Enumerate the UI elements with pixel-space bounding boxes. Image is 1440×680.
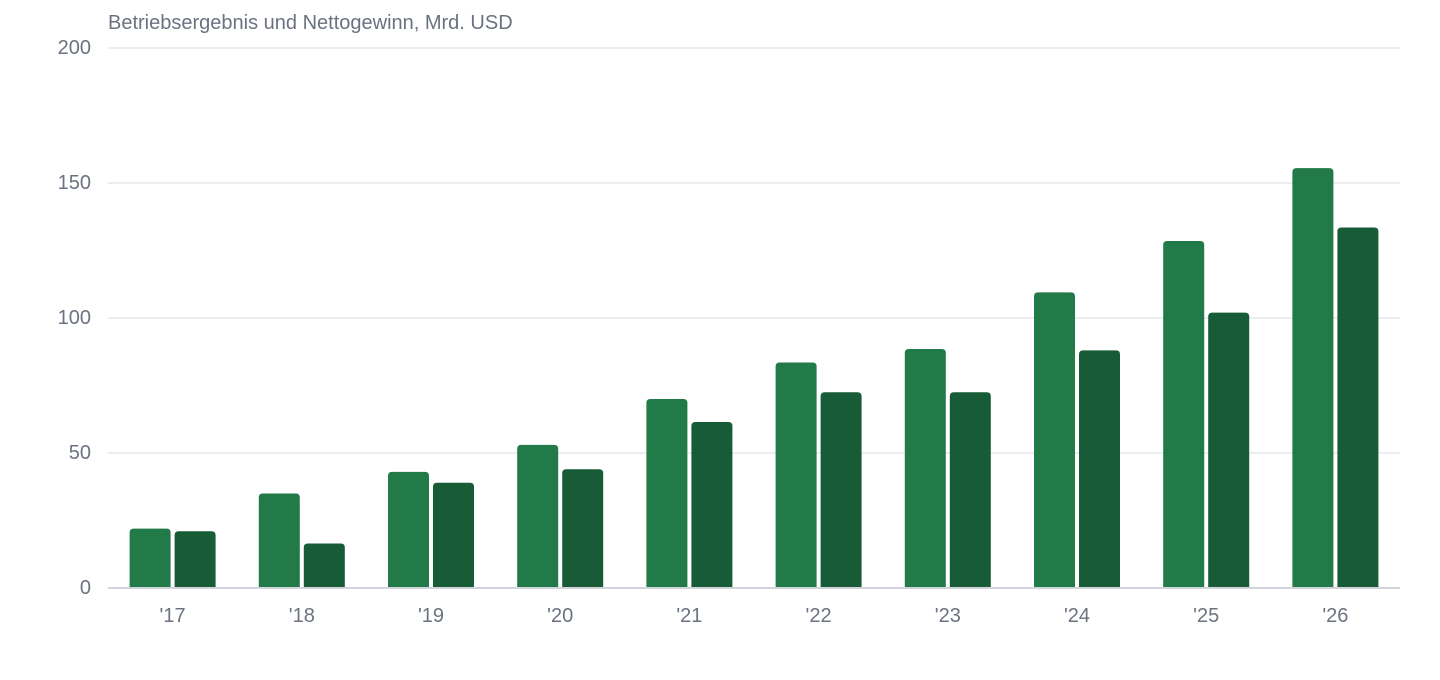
x-tick-label: '17 xyxy=(160,605,186,627)
y-tick-label: 50 xyxy=(69,442,91,464)
bar-series-2 xyxy=(1208,312,1250,588)
y-tick-label: 200 xyxy=(58,37,91,59)
bar-series-2 xyxy=(1079,350,1120,588)
bar-series-2 xyxy=(303,543,345,588)
gridlines xyxy=(108,47,1400,454)
y-tick-label: 150 xyxy=(58,172,91,194)
y-tick-label: 100 xyxy=(58,307,91,329)
bar-series-1 xyxy=(517,444,559,588)
bar-series-2 xyxy=(691,421,733,588)
x-tick-label: '22 xyxy=(806,605,832,627)
x-tick-label: '20 xyxy=(547,605,573,627)
bar-series-1 xyxy=(1163,241,1205,589)
bar-series-1 xyxy=(388,471,429,588)
bar-series-2 xyxy=(174,531,216,588)
bar-series-1 xyxy=(904,349,946,588)
bar-series-1 xyxy=(258,493,300,588)
bar-series-2 xyxy=(949,392,991,588)
bar-series-2 xyxy=(562,469,604,588)
bar-series-1 xyxy=(129,528,171,588)
bar-series-1 xyxy=(646,399,688,588)
bars xyxy=(129,168,1379,589)
x-tick-label: '26 xyxy=(1322,605,1348,627)
y-axis: 0 50 100 150 200 xyxy=(58,37,91,599)
y-tick-label: 0 xyxy=(80,577,91,599)
bar-series-2 xyxy=(820,392,862,588)
bar-series-1 xyxy=(775,362,817,588)
x-tick-label: '19 xyxy=(418,605,444,627)
bar-series-2 xyxy=(1337,227,1379,589)
chart-title: Betriebsergebnis und Nettogewinn, Mrd. U… xyxy=(108,12,513,34)
bar-series-2 xyxy=(433,482,474,588)
x-tick-label: '23 xyxy=(935,605,961,627)
x-tick-label: '21 xyxy=(676,605,702,627)
x-axis: '17 '18 '19 '20 '21 '22 '23 '24 '25 '26 xyxy=(108,587,1400,627)
x-tick-label: '25 xyxy=(1193,605,1219,627)
bar-series-1 xyxy=(1292,168,1334,588)
x-tick-label: '24 xyxy=(1064,605,1090,627)
bar-series-1 xyxy=(1034,292,1075,588)
x-tick-label: '18 xyxy=(289,605,315,627)
